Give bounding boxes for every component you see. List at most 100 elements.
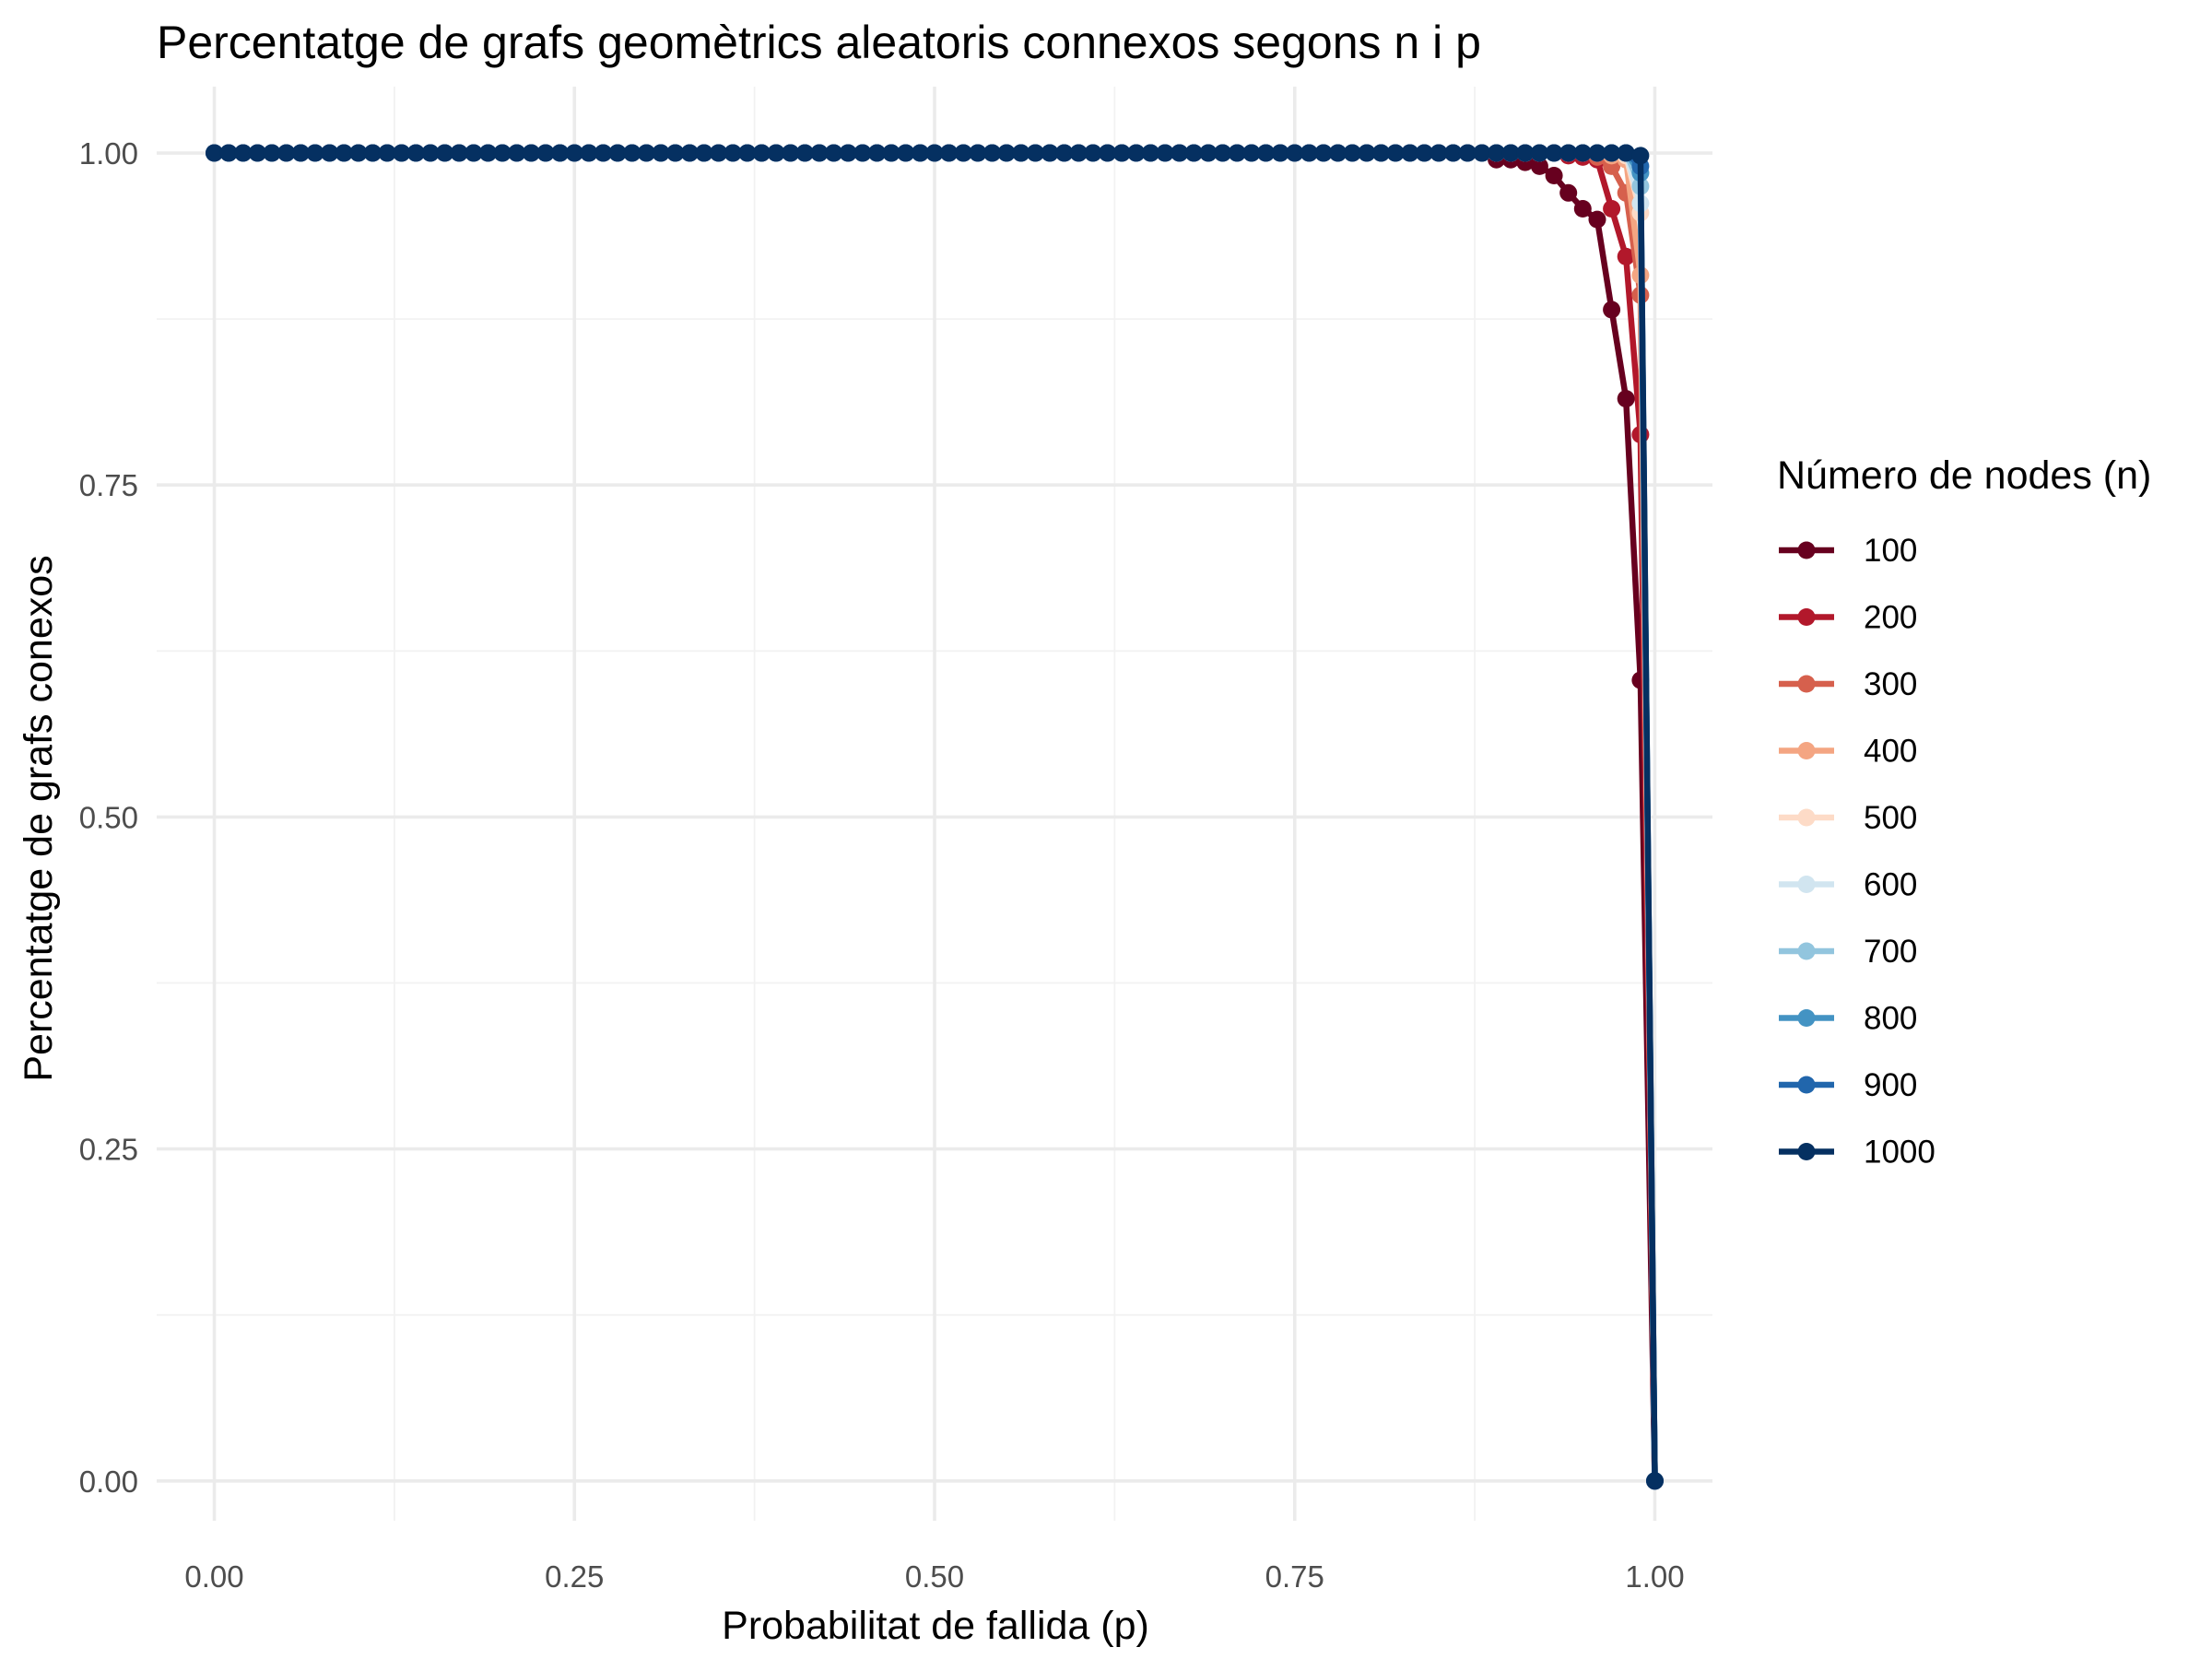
legend-item-500: 500	[1779, 800, 1917, 836]
data-point	[1242, 144, 1261, 162]
data-point	[565, 144, 583, 162]
data-point	[1257, 144, 1275, 162]
data-point	[1112, 144, 1131, 162]
data-point	[349, 144, 368, 162]
data-point	[1228, 144, 1246, 162]
data-point	[219, 144, 238, 162]
legend: Número de nodes (n) 100 200 300 400 500 600 70…	[1777, 453, 2151, 1171]
data-point	[1184, 144, 1203, 162]
legend-key-point	[1797, 876, 1816, 893]
data-point	[882, 144, 900, 162]
legend-item-900: 900	[1779, 1067, 1917, 1103]
data-point	[608, 144, 627, 162]
data-point	[1026, 144, 1044, 162]
x-tick-label: 0.25	[545, 1559, 604, 1594]
data-point	[1617, 144, 1635, 162]
data-point	[738, 144, 757, 162]
data-point	[335, 144, 353, 162]
data-point	[436, 144, 454, 162]
data-point	[810, 144, 829, 162]
data-point	[1286, 144, 1304, 162]
data-point	[1573, 200, 1592, 218]
data-point	[1501, 144, 1520, 162]
data-point	[1055, 144, 1074, 162]
y-tick-label: 0.75	[79, 468, 138, 502]
data-point	[1573, 144, 1592, 162]
data-point	[954, 144, 972, 162]
data-point	[1171, 144, 1189, 162]
data-point	[1099, 144, 1117, 162]
data-point	[263, 144, 281, 162]
data-point	[1329, 144, 1347, 162]
data-point	[1127, 144, 1146, 162]
data-point	[450, 144, 468, 162]
legend-item-800: 800	[1779, 1001, 1917, 1037]
data-point	[1444, 144, 1463, 162]
data-point	[1559, 183, 1578, 202]
data-point	[1617, 390, 1635, 408]
data-point	[868, 144, 886, 162]
data-point	[393, 144, 411, 162]
data-point	[724, 144, 742, 162]
data-point	[522, 144, 540, 162]
legend-key-point	[1797, 541, 1816, 559]
data-point	[1588, 210, 1606, 229]
data-point	[1516, 144, 1535, 162]
legend-key-point	[1797, 1009, 1816, 1027]
data-point	[1141, 144, 1159, 162]
y-tick-label: 0.50	[79, 800, 138, 834]
legend-label: 200	[1864, 600, 1917, 636]
data-point	[1069, 144, 1088, 162]
data-point	[248, 144, 266, 162]
series-layer	[206, 144, 1664, 1490]
data-point	[479, 144, 497, 162]
grid	[157, 87, 1712, 1521]
legend-label: 600	[1864, 867, 1917, 903]
x-axis-title: Probabilitat de fallida (p)	[722, 1604, 1149, 1648]
data-point	[940, 144, 959, 162]
data-point	[291, 144, 310, 162]
data-point	[767, 144, 785, 162]
legend-item-600: 600	[1779, 867, 1917, 903]
data-point	[536, 144, 555, 162]
data-point	[508, 144, 526, 162]
data-point	[1271, 144, 1289, 162]
legend-label: 100	[1864, 533, 1917, 569]
chart-title: Percentatge de grafs geomètrics aleatori…	[157, 17, 1481, 68]
data-point	[1603, 300, 1621, 319]
data-point	[925, 144, 944, 162]
data-point	[277, 144, 296, 162]
legend-label: 500	[1864, 800, 1917, 836]
legend-label: 800	[1864, 1001, 1917, 1037]
data-point	[795, 144, 814, 162]
data-point	[1156, 144, 1174, 162]
data-point	[306, 144, 324, 162]
data-point	[1415, 144, 1433, 162]
data-point	[666, 144, 685, 162]
legend-item-400: 400	[1779, 734, 1917, 770]
data-point	[1603, 200, 1621, 218]
data-point	[1401, 144, 1419, 162]
legend-label: 1000	[1864, 1135, 1936, 1171]
legend-key-point	[1797, 675, 1816, 693]
legend-label: 900	[1864, 1067, 1917, 1103]
y-tick-label: 1.00	[79, 136, 138, 171]
legend-item-700: 700	[1779, 934, 1917, 970]
data-point	[1617, 247, 1635, 265]
x-tick-label: 0.50	[905, 1559, 964, 1594]
data-point	[1430, 144, 1448, 162]
data-point	[1588, 144, 1606, 162]
data-point	[969, 144, 987, 162]
data-point	[1545, 167, 1563, 184]
legend-item-300: 300	[1779, 666, 1917, 702]
data-point	[1646, 1472, 1664, 1490]
legend-key-point	[1797, 742, 1816, 759]
data-point	[825, 144, 843, 162]
legend-label: 300	[1864, 666, 1917, 702]
legend-item-200: 200	[1779, 600, 1917, 636]
data-point	[1488, 144, 1506, 162]
x-tick-label: 0.75	[1265, 1559, 1324, 1594]
legend-key-point	[1797, 608, 1816, 626]
y-axis-tick-labels: 0.00 0.25 0.50 0.75 1.00	[79, 136, 138, 1499]
